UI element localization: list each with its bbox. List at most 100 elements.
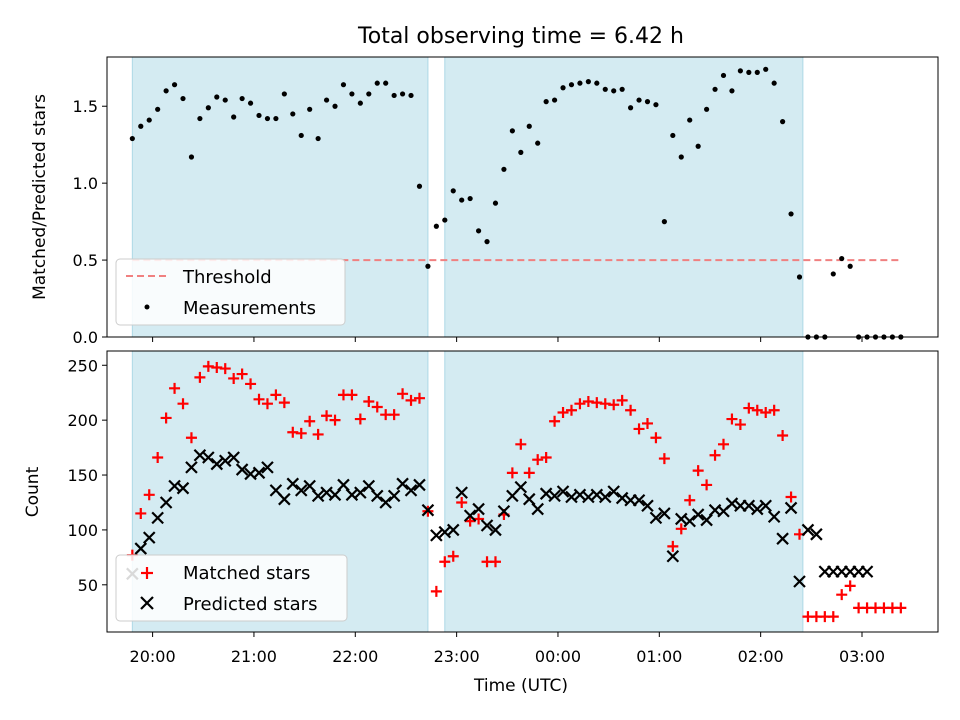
predicted-stars-point [413, 478, 426, 492]
matched-stars-point [447, 550, 459, 562]
matched-stars-point [228, 372, 240, 384]
matched-stars-point [827, 611, 839, 623]
measurement-point [332, 103, 338, 109]
predicted-stars-point [278, 492, 291, 506]
legend-measurements-label: Measurements [183, 298, 316, 319]
measurement-point [509, 128, 515, 134]
measurement-point [366, 91, 372, 97]
predicted-stars-point [776, 532, 789, 545]
matched-stars-point [270, 389, 282, 401]
measurement-point [847, 263, 853, 269]
predicted-stars-point [649, 511, 663, 525]
matched-stars-point [430, 585, 442, 597]
measurement-point [754, 69, 760, 75]
matched-stars-point [608, 399, 620, 411]
measurement-point [391, 92, 397, 99]
predicted-stars-point [531, 502, 544, 516]
measurement-point [619, 86, 625, 92]
measurement-point [425, 263, 431, 269]
legend-matched-swatch [141, 567, 153, 579]
y-tick-label: 50 [78, 576, 98, 595]
matched-stars-point [177, 398, 189, 410]
matched-stars-point [456, 496, 468, 508]
measurement-point [256, 112, 262, 119]
measurement-point [433, 223, 439, 229]
measurement-point [340, 82, 347, 88]
measurement-point [737, 68, 743, 74]
measurement-point [577, 80, 583, 86]
ratio-plot-ylabel: Matched/Predicted stars [30, 94, 50, 300]
ratio-plot-panel: 0.0 0.5 1.0 1.5 [73, 56, 939, 347]
observing-interval-band [444, 56, 804, 338]
measurement-point [349, 91, 355, 97]
x-axis-label: Time (UTC) [473, 676, 568, 696]
x-tick-label: 21:00 [231, 647, 277, 666]
y-tick-label: 0.5 [73, 251, 98, 270]
matched-stars-point [346, 389, 358, 401]
predicted-stars-point [430, 529, 443, 542]
matched-stars-point [439, 556, 451, 568]
measurement-point [475, 228, 482, 234]
count-plot-legend: Matched stars Predicted stars [115, 554, 348, 622]
matched-stars-point [354, 413, 366, 425]
measurement-point [763, 66, 769, 72]
predicted-stars-point [379, 496, 392, 509]
matched-stars-point [684, 494, 696, 506]
predicted-stars-point [421, 503, 435, 517]
measurement-point [298, 132, 304, 139]
predicted-stars-point [218, 454, 232, 468]
matched-stars-point [489, 556, 501, 568]
y-tick-label: 1.5 [73, 97, 98, 116]
predicted-stars-point [691, 508, 705, 521]
legend-matched-label: Matched stars [183, 563, 310, 584]
measurement-point [315, 135, 321, 142]
measurement-point [771, 80, 777, 86]
predicted-stars-point [210, 457, 224, 471]
matched-stars-point [549, 415, 561, 427]
ratio-plot-legend: Threshold Measurements [115, 258, 346, 326]
matched-stars-point [261, 398, 273, 410]
measurement-point [670, 132, 676, 139]
measurement-point [712, 86, 718, 92]
predicted-stars-point [489, 523, 502, 537]
legend-frame [115, 554, 348, 622]
measurement-point [399, 91, 406, 97]
predicted-stars-point [514, 480, 528, 494]
predicted-stars-point [294, 484, 308, 497]
predicted-stars-point [134, 542, 148, 555]
count-plot-ylabel: Count [23, 466, 43, 517]
predicted-stars-point [742, 499, 756, 513]
measurement-point [383, 80, 389, 86]
x-tick-label: 00:00 [535, 647, 581, 666]
y-tick-label: 0.0 [73, 328, 98, 347]
predicted-stars-point [641, 499, 654, 513]
measurement-point [526, 123, 532, 129]
predicted-stars-point [463, 509, 477, 522]
measurement-point [661, 219, 667, 225]
y-tick-label: 100 [67, 521, 98, 540]
predicted-stars-point [598, 490, 612, 504]
x-tick-label: 20:00 [130, 647, 176, 666]
measurement-point [644, 99, 651, 105]
predicted-stars-point [176, 481, 190, 495]
measurement-point [602, 86, 608, 92]
predicted-stars-point [446, 523, 460, 537]
predicted-stars-point [759, 499, 772, 513]
matched-stars-point [135, 507, 147, 519]
matched-stars-point [143, 489, 155, 501]
x-tick-label: 02:00 [738, 647, 784, 666]
measurement-point [594, 80, 600, 86]
matched-stars-point [236, 368, 248, 380]
matched-stars-point [768, 404, 780, 416]
matched-stars-point [304, 415, 316, 427]
y-tick-label: 200 [67, 411, 98, 430]
matched-stars-point [616, 394, 628, 406]
measurement-point [484, 239, 490, 245]
measurement-point [442, 217, 448, 223]
matched-stars-point [329, 414, 341, 426]
measurement-point [222, 97, 228, 103]
measurement-point [543, 99, 549, 105]
measurement-point [323, 97, 330, 103]
matched-stars-point [836, 589, 848, 601]
measurement-point [501, 166, 507, 172]
